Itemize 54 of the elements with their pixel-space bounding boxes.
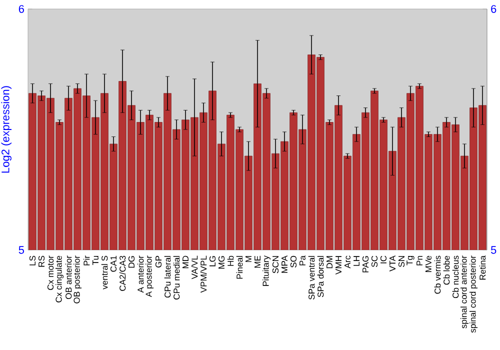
x-tick-label: Tg <box>406 256 414 266</box>
x-tick-label: VA/VL <box>191 256 198 280</box>
x-tick-label: PAG <box>362 256 369 272</box>
x-tick-label: OB posterior <box>74 256 82 304</box>
x-tick-label: ventral S <box>101 256 108 290</box>
x-tick-label: VTA <box>390 255 396 272</box>
x-tick-label: Pituitary <box>262 255 271 286</box>
x-tick-label: DM <box>326 256 332 268</box>
x-tick-label: Tu <box>92 256 98 265</box>
x-tick-label: Hb <box>227 256 234 266</box>
x-tick-label: SCN <box>272 256 279 274</box>
x-tick-label: MVe <box>426 256 432 272</box>
x-tick-label: SC <box>371 256 378 268</box>
x-tick-label: VPM/VPL <box>200 256 207 293</box>
x-tick-label: Cb lobe <box>443 256 450 285</box>
y-axis-title: Log2 (expression) <box>1 86 12 173</box>
x-tick-label: SPa dorsal <box>317 256 324 298</box>
x-tick-label: SPa ventral <box>308 256 315 300</box>
x-tick-label: Pa <box>300 255 306 266</box>
x-tick-label: Arc <box>344 256 350 268</box>
x-tick-label: Pineal <box>236 256 243 279</box>
x-tick-label: Pn <box>416 256 422 266</box>
x-tick-label: Cx motor <box>47 256 54 290</box>
x-tick-label: ME <box>254 256 260 268</box>
x-tick-label: spinal cord anterior <box>460 256 469 328</box>
x-tick-label: A anterior <box>137 256 144 293</box>
x-tick-label: LG <box>209 256 216 266</box>
x-tick-label: SO <box>290 256 297 268</box>
x-tick-label: RS <box>38 256 45 267</box>
x-tick-label: MD <box>182 256 188 268</box>
x-tick-label: CPu lateral <box>164 256 171 298</box>
x-tick-label: CPu medial <box>173 256 180 300</box>
x-tick-label: M <box>246 256 252 262</box>
x-tick-label: IC <box>380 256 387 264</box>
x-tick-label: OB anterior <box>65 256 72 300</box>
x-tick-label: A posterior <box>146 256 154 298</box>
x-tick-label: Cb nucleus <box>452 256 459 298</box>
x-tick-label: Cb vermis <box>434 256 441 294</box>
x-tick-label: CA1 <box>110 256 117 272</box>
x-tick-label: MG <box>218 256 225 269</box>
x-tick-label: CA2/CA3 <box>119 256 126 291</box>
x-tick-label: Cx cingulate <box>56 256 64 302</box>
x-tick-label: GP <box>155 256 162 268</box>
x-tick-label: SN <box>398 256 405 268</box>
y2-tick-label: 5 <box>490 246 496 254</box>
x-tick-label: LS <box>29 256 36 266</box>
x-tick-label: LH <box>354 256 360 266</box>
x-tick-label: Pir <box>83 256 90 266</box>
x-tick-label: Retina <box>479 255 486 280</box>
x-tick-label: DG <box>128 256 135 268</box>
x-tick-label: MPA <box>282 255 288 273</box>
y2-tick-label: 6 <box>491 5 496 13</box>
x-tick-label: VMH <box>336 256 342 275</box>
x-tick-label: spinal cord posterior <box>469 256 478 333</box>
